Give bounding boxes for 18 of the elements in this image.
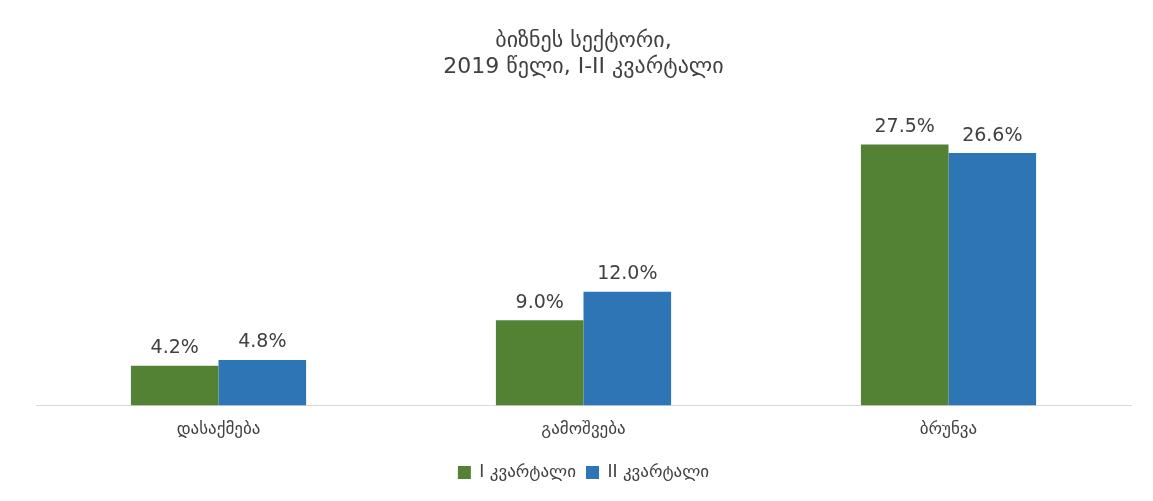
x-tick-label: დასაქმება [176, 418, 261, 439]
data-label: 27.5% [874, 113, 935, 136]
x-tick-label: გამოშვება [541, 418, 626, 439]
legend-label: II კვარტალი [607, 460, 710, 481]
data-label: 26.6% [962, 122, 1023, 145]
bar [948, 153, 1037, 406]
bar [218, 360, 307, 406]
data-label: 4.8% [238, 329, 287, 352]
data-label: 12.0% [597, 261, 658, 284]
data-label: 4.2% [150, 335, 199, 358]
bar [495, 320, 584, 406]
bar [130, 365, 219, 406]
data-label: 9.0% [515, 289, 564, 312]
chart-title: ბიზნეს სექტორი, 2019 წელი, I-II კვარტალი [443, 26, 724, 79]
bar [583, 291, 672, 406]
bar [860, 144, 949, 406]
legend-label: I კვარტალი [479, 460, 576, 481]
x-tick-label: ბრუნვა [919, 418, 978, 439]
